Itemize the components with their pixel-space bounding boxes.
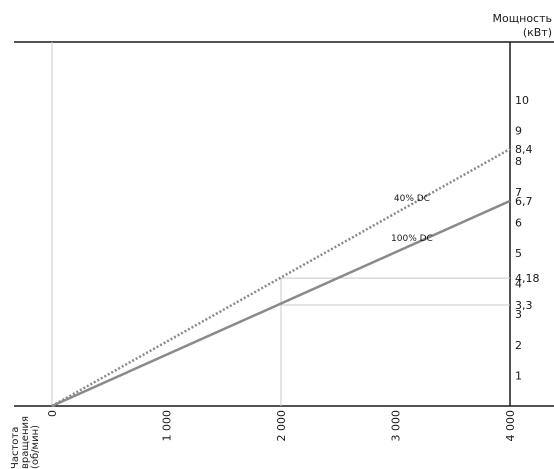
y-tick-label: 9 [515,125,522,138]
y-tick-label: 2 [515,339,522,352]
x-axis-title-line-1: Частота [10,427,21,469]
y-tick-label: 4 [515,278,522,291]
x-tick-label: 4 000 [504,410,517,442]
y-tick-label: 6 [515,216,522,229]
x-tick-label: 2 000 [275,410,288,442]
y-axis-title-line-1: Мощность [493,12,552,25]
y-value-label: 8,4 [515,143,533,156]
series-line-100-dc [51,199,511,408]
x-tick-label: 3 000 [390,410,403,442]
series-lines [51,147,511,408]
series-label-100-dc: 100% DC [391,234,433,244]
y-tick-label: 1 [515,369,522,382]
y-value-label: 6,7 [515,195,533,208]
y-tick-labels: 1 2 3 4 5 6 7 8 9 10 8,4 6,7 4,18 3,3 [515,94,540,382]
x-tick-label: 1 000 [161,410,174,442]
x-axis-title-line-2: вращения [20,416,31,469]
series-labels: 40% DC 100% DC [391,194,433,244]
y-tick-label: 10 [515,94,529,107]
series-label-40-dc: 40% DC [394,194,430,204]
y-tick-label: 7 [515,186,522,199]
y-value-label: 4,18 [515,272,540,285]
y-tick-label: 5 [515,247,522,260]
y-tick-label: 8 [515,155,522,168]
y-value-label: 3,3 [515,299,533,312]
y-tick-label: 3 [515,308,522,321]
x-tick-labels: 0 1 000 2 000 3 000 4 000 [46,410,517,442]
x-tick-label: 0 [46,410,59,417]
reference-lines [280,277,510,406]
series-line-40-dc [51,147,511,408]
y-axis-title-line-2: (кВт) [523,26,552,39]
x-axis-title-line-3: (об/мин) [30,425,41,469]
